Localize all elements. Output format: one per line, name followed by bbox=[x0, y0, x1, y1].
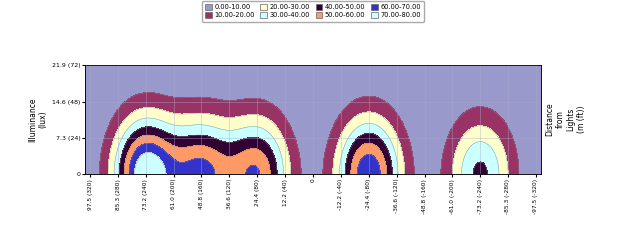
Legend: 0.00-10.00, 10.00-20.00, 20.00-30.00, 30.00-40.00, 40.00-50.00, 50.00-60.00, 60.: 0.00-10.00, 10.00-20.00, 20.00-30.00, 30… bbox=[202, 1, 424, 22]
Y-axis label: Distance
from
Lights
(m (ft)): Distance from Lights (m (ft)) bbox=[546, 103, 586, 136]
Y-axis label: Illuminance
(lux): Illuminance (lux) bbox=[28, 97, 48, 142]
